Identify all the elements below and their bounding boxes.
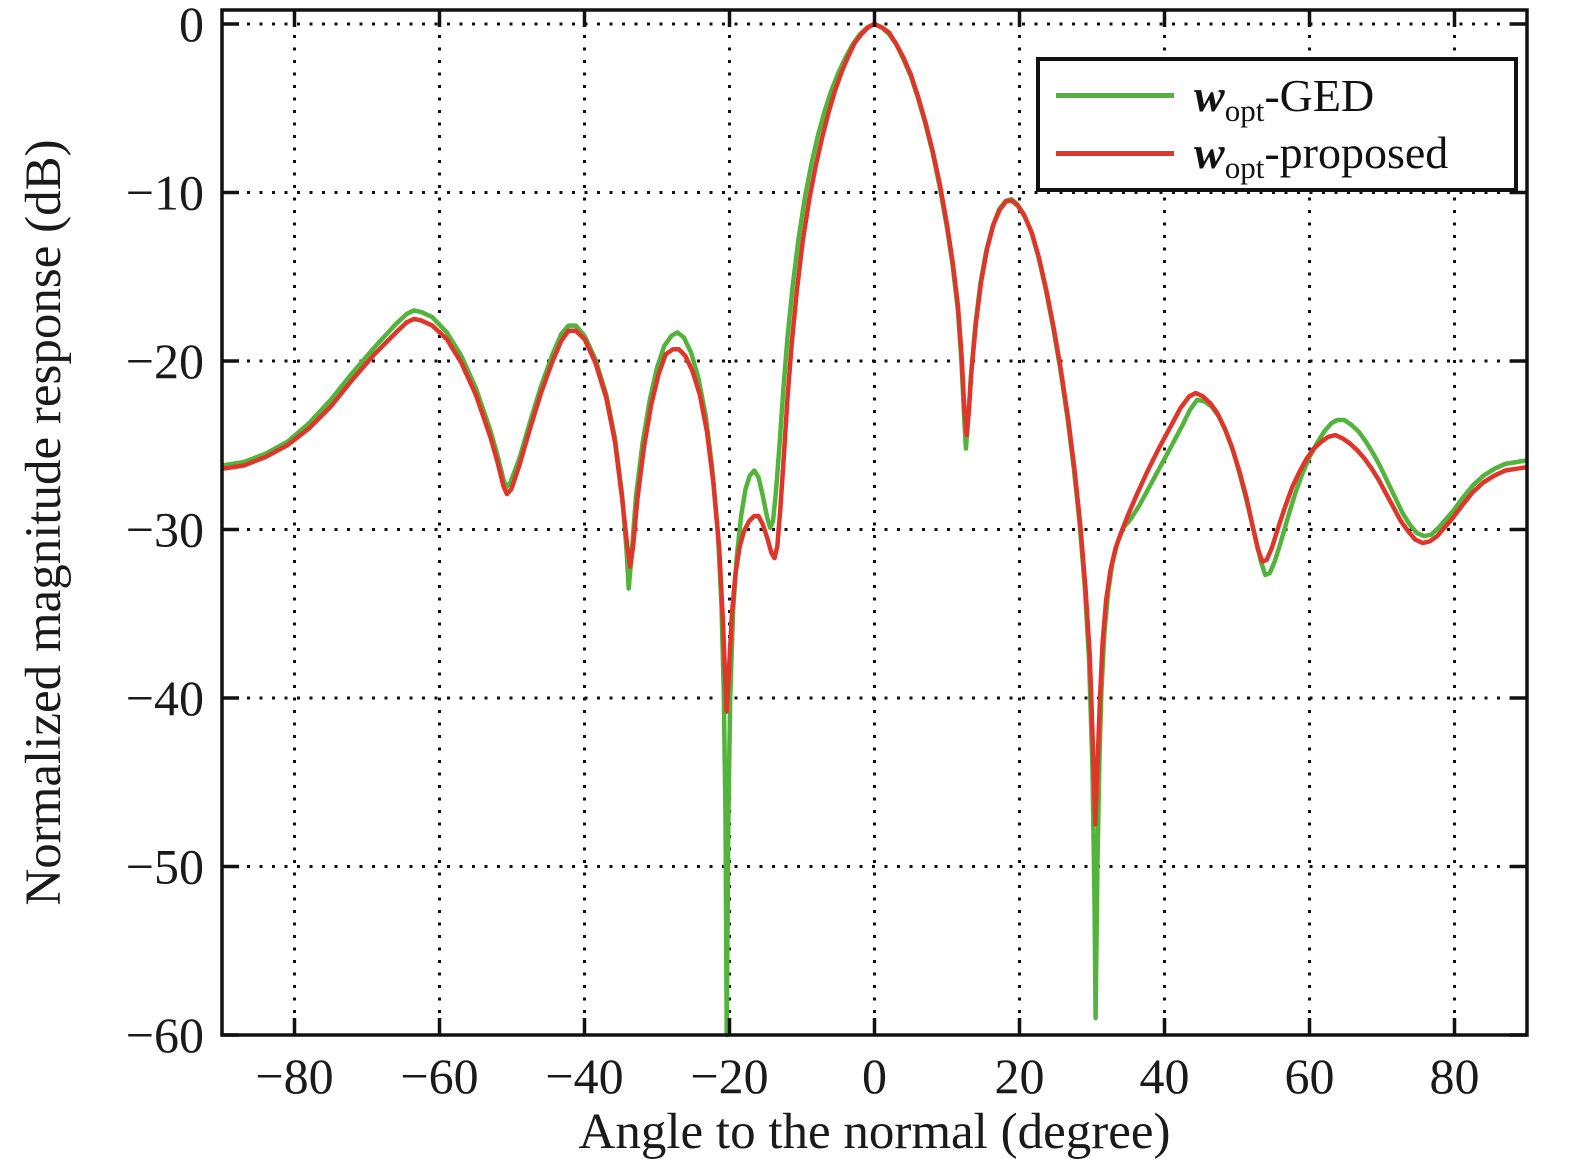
x-tick-label: 20	[995, 1048, 1045, 1104]
legend-symbol: w	[1194, 69, 1225, 121]
y-tick-label: 0	[179, 0, 204, 52]
legend: wopt-GED wopt-proposed	[1036, 57, 1518, 192]
legend-item: wopt-GED	[1056, 69, 1514, 126]
x-tick-label: 0	[862, 1048, 887, 1104]
legend-line-swatch-ged	[1056, 93, 1174, 99]
legend-subscript: opt	[1224, 92, 1265, 128]
x-tick-label: 60	[1285, 1048, 1335, 1104]
legend-suffix: -proposed	[1264, 127, 1449, 179]
y-tick-label: −10	[126, 165, 204, 221]
y-tick-label: −40	[126, 670, 204, 726]
x-tick-label: 40	[1140, 1048, 1190, 1104]
x-tick-label: −20	[690, 1048, 768, 1104]
legend-item: wopt-proposed	[1056, 127, 1514, 184]
legend-subscript: opt	[1224, 150, 1265, 186]
y-tick-label: −50	[126, 839, 204, 895]
legend-label-ged: wopt-GED	[1194, 69, 1375, 126]
y-tick-label: −30	[126, 502, 204, 558]
x-tick-label: −40	[545, 1048, 623, 1104]
series-line-w-opt-proposed	[221, 21, 1528, 827]
x-tick-label: −80	[255, 1048, 333, 1104]
y-tick-label: −60	[126, 1007, 204, 1063]
legend-label-proposed: wopt-proposed	[1194, 127, 1449, 184]
y-axis-title: Normalized magnitude response (dB)	[16, 139, 72, 905]
x-axis-title: Angle to the normal (degree)	[579, 1104, 1171, 1160]
y-tick-label: −20	[126, 333, 204, 389]
legend-line-swatch-proposed	[1056, 150, 1174, 156]
x-tick-label: 80	[1430, 1048, 1480, 1104]
legend-suffix: -GED	[1264, 69, 1375, 121]
legend-symbol: w	[1194, 127, 1225, 179]
x-tick-label: −60	[400, 1048, 478, 1104]
